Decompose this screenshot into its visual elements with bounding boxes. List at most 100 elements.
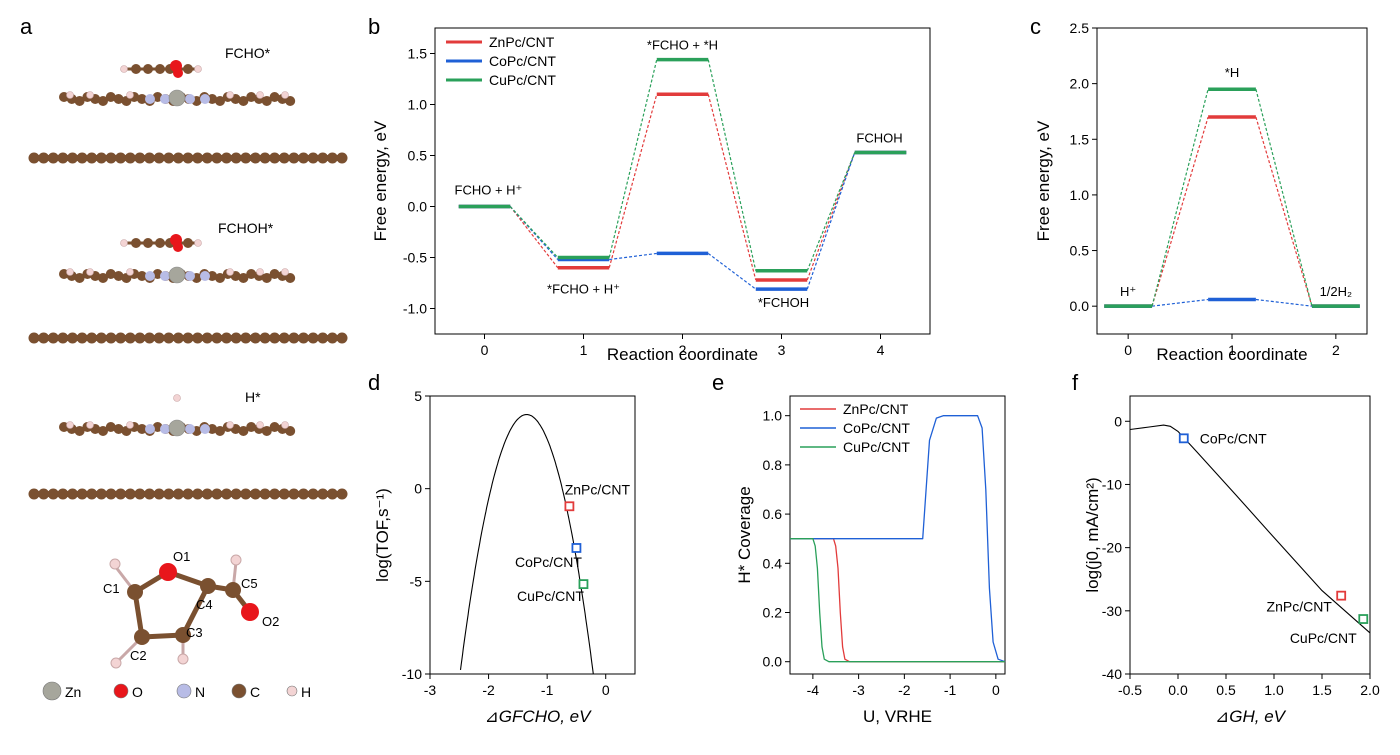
- y-tick-label: 0.2: [763, 604, 783, 620]
- x-tick-label: 0: [602, 682, 610, 698]
- legend-label-cupc-cnt: CuPc/CNT: [489, 72, 556, 88]
- x-tick-label: 0.5: [1216, 682, 1236, 698]
- x-tick-label: -3: [424, 682, 437, 698]
- y-tick-label: 0.6: [763, 506, 783, 522]
- y-tick-label: 2.5: [1070, 20, 1090, 36]
- legend-atom-c: [231, 683, 247, 699]
- y-tick-label: 0: [1114, 413, 1122, 429]
- cnt-layer-2: [28, 332, 348, 344]
- connector-cupc-cnt: [1255, 89, 1313, 307]
- furfural-structure: O1 C1 C2 C3 C4 C5 O2: [103, 549, 279, 669]
- x-tick-label: 3: [778, 342, 786, 358]
- point-znpc-cnt: [1336, 590, 1347, 601]
- y-axis-label: Free energy, eV: [1034, 120, 1053, 241]
- y-tick-label: -0.5: [403, 250, 427, 266]
- annotation-h: H⁺: [1120, 284, 1136, 299]
- atom-label-c5: C5: [241, 576, 258, 591]
- x-axis-label: ⊿GH, eV: [1215, 707, 1287, 726]
- atom-o2: [241, 603, 259, 621]
- series-cupc-cnt: [790, 538, 1005, 663]
- connector-copc-cnt: [1255, 298, 1313, 307]
- series-copc-cnt: [458, 150, 907, 291]
- y-tick-label: 1.0: [763, 408, 783, 424]
- y-tick-label: 0.0: [408, 199, 428, 215]
- annotation-fchoh: *FCHOH: [758, 295, 809, 310]
- panel-letter-f: f: [1072, 370, 1079, 395]
- point-cupc-cnt: [1358, 614, 1369, 624]
- volcano-curve: [459, 413, 594, 674]
- atom-label-c2: C2: [130, 648, 147, 663]
- x-tick-label: 2.0: [1360, 682, 1380, 698]
- panel-letter-d: d: [368, 370, 380, 395]
- x-tick-label: -1: [944, 682, 957, 698]
- panel-a-structures: FCHO* FCHOH* H* O1: [28, 45, 348, 701]
- annotation-h: *H: [1225, 65, 1239, 80]
- annotation-fchoh: FCHOH: [856, 130, 902, 145]
- y-tick-label: 5: [414, 388, 422, 404]
- annotation-fcho-h: *FCHO + *H: [647, 38, 718, 53]
- atom-legend: Zn O N C H: [42, 681, 311, 701]
- x-tick-label: 0: [1124, 342, 1132, 358]
- legend-label-cupc-cnt: CuPc/CNT: [843, 439, 910, 455]
- legend-atom-label-c: C: [250, 684, 260, 700]
- atom-c5: [225, 582, 241, 598]
- x-tick-label: 4: [877, 342, 885, 358]
- y-tick-label: 0.5: [1070, 243, 1090, 259]
- chart-b-free-energy-fcho: 0 1 2 3 4 -1.0 -0.5 0.0 0.5 1.0 1.5 Reaction coordi…: [371, 27, 931, 364]
- chart-c-free-energy-her: 0 1 2 0.0 0.5 1.0 1.5 2.0 2.5 Reaction coordinate…: [1034, 20, 1368, 364]
- point-label-znpc-cnt: ZnPc/CNT: [1267, 599, 1333, 615]
- x-tick-label: -2: [482, 682, 495, 698]
- x-tick-label: 0: [481, 342, 489, 358]
- legend-atom-label-h: H: [301, 684, 311, 700]
- x-axis-label: U, VRHE: [863, 707, 932, 726]
- adsorbate-fchoh: [120, 234, 202, 252]
- atom-label-o1: O1: [173, 549, 190, 564]
- point-label-copc-cnt: CoPc/CNT: [1200, 430, 1267, 446]
- x-tick-label: -1: [541, 682, 554, 698]
- connector-copc-cnt: [806, 152, 856, 290]
- series-cupc-cnt: [1104, 87, 1360, 308]
- x-tick-label: 2: [679, 342, 687, 358]
- y-tick-label: -40: [1102, 666, 1122, 682]
- structure-label-fcho: FCHO*: [225, 45, 271, 61]
- adsorbate-fcho: [120, 60, 202, 78]
- series-znpc-cnt: [790, 538, 1005, 663]
- y-tick-label: 0: [414, 481, 422, 497]
- panel-letter-a: a: [20, 14, 33, 39]
- annotation-fcho-h: FCHO + H⁺: [455, 183, 523, 198]
- x-tick-label: 1: [580, 342, 588, 358]
- atom-label-c1: C1: [103, 581, 120, 596]
- x-axis-label: Reaction coordinate: [1156, 345, 1307, 364]
- connector-copc-cnt: [707, 252, 757, 290]
- atom-o1: [159, 563, 177, 581]
- y-tick-label: -30: [1102, 603, 1122, 619]
- plot-frame-d: [429, 395, 636, 675]
- legend-atom-label-zn: Zn: [65, 684, 81, 700]
- structure-label-h: H*: [245, 389, 261, 405]
- annotation-1-2h: 1/2H₂: [1320, 284, 1353, 299]
- legend-atom-n: [176, 683, 192, 699]
- x-tick-label: 1.5: [1312, 682, 1332, 698]
- connector-copc-cnt: [1151, 298, 1209, 307]
- x-axis-label: Reaction coordinate: [607, 345, 758, 364]
- connector-znpc-cnt: [509, 206, 559, 269]
- x-tick-label: -4: [807, 682, 820, 698]
- panel-letter-e: e: [712, 370, 724, 395]
- connector-cupc-cnt: [608, 59, 658, 258]
- series-znpc-cnt: [1104, 115, 1360, 308]
- x-tick-label: -2: [898, 682, 911, 698]
- atom-c4: [200, 578, 216, 594]
- connector-znpc-cnt: [608, 94, 658, 268]
- connector-znpc-cnt: [707, 94, 757, 281]
- legend-label-znpc-cnt: ZnPc/CNT: [843, 401, 909, 417]
- y-tick-label: -10: [1102, 476, 1122, 492]
- adsorbate-h: [173, 394, 181, 402]
- point-label-copc-cnt: CoPc/CNT: [515, 554, 582, 570]
- connector-cupc-cnt: [509, 206, 559, 258]
- atom-c2: [134, 629, 150, 645]
- y-tick-label: 0.4: [763, 555, 783, 571]
- y-axis-label: H* Coverage: [735, 486, 754, 583]
- legend-atom-o: [113, 683, 129, 699]
